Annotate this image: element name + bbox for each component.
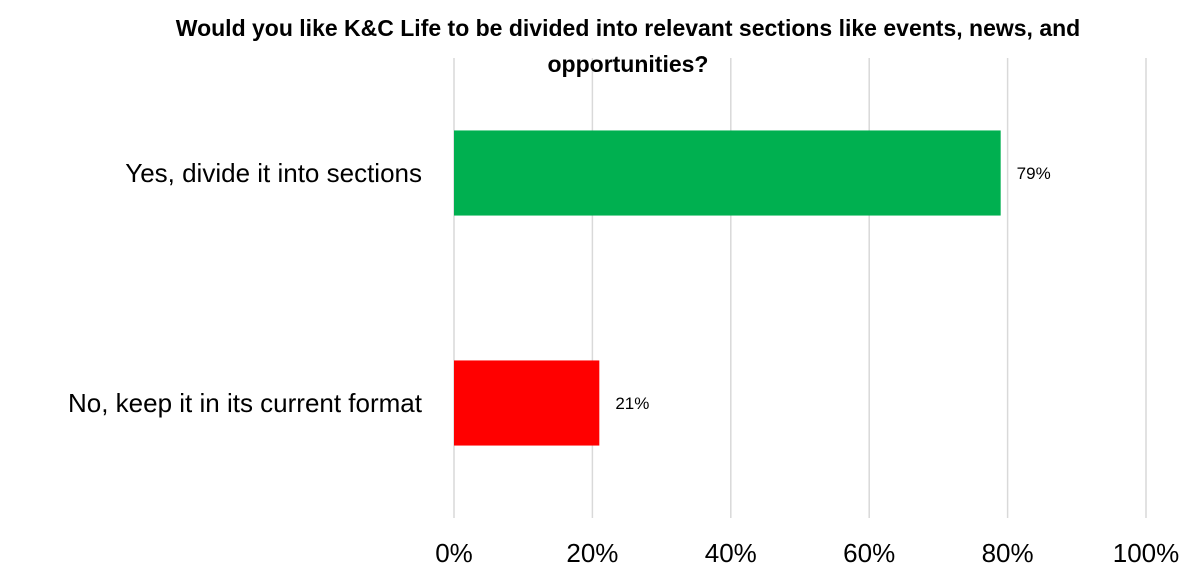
x-tick-label-40: 40% bbox=[705, 538, 757, 568]
x-tick-label-100: 100% bbox=[1113, 538, 1180, 568]
gridlines bbox=[453, 58, 1147, 518]
x-tick-label-60: 60% bbox=[843, 538, 895, 568]
bars bbox=[454, 130, 1001, 446]
x-tick-label-80: 80% bbox=[982, 538, 1034, 568]
labels: 0% 20% 40% 60% 80% 100% Yes, divide it into se… bbox=[68, 158, 1179, 568]
x-tick-label-0: 0% bbox=[435, 538, 473, 568]
category-label-1: No, keep it in its current format bbox=[68, 388, 423, 418]
bar-1 bbox=[454, 360, 600, 446]
chart-title-line-1: Would you like K&C Life to be divided in… bbox=[176, 15, 1080, 41]
data-label-1: 21% bbox=[615, 394, 649, 413]
category-label-0: Yes, divide it into sections bbox=[125, 158, 422, 188]
x-tick-label-20: 20% bbox=[566, 538, 618, 568]
chart-title-line-2: opportunities? bbox=[548, 51, 709, 77]
bar-0 bbox=[454, 130, 1001, 216]
data-label-0: 79% bbox=[1017, 164, 1051, 183]
